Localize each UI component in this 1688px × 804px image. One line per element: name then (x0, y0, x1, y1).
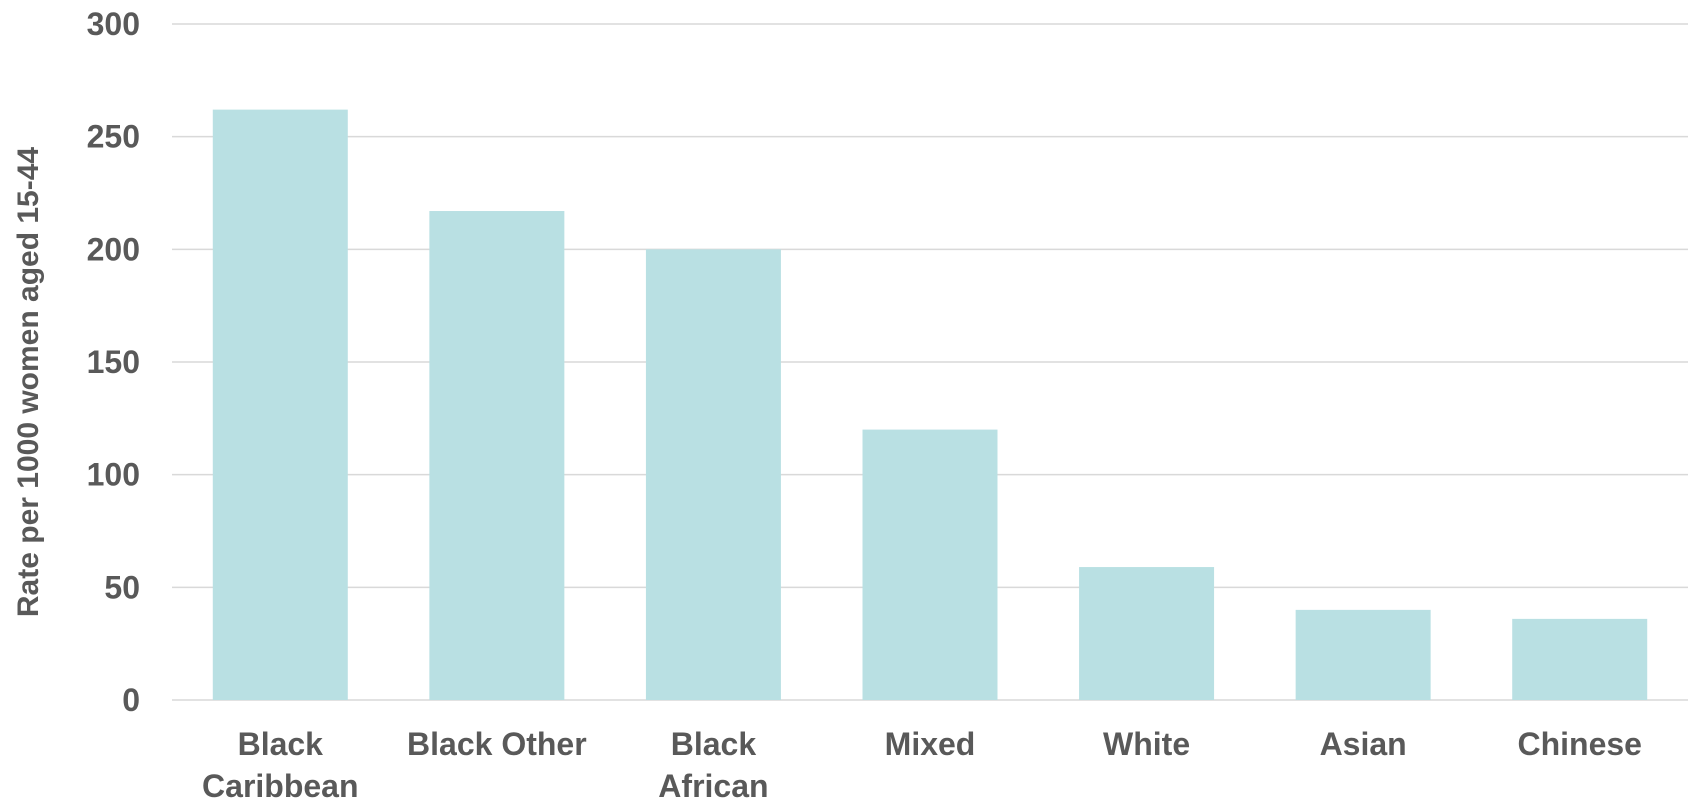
y-tick-label: 200 (87, 231, 140, 267)
bar (1295, 609, 1431, 700)
x-tick-label: Mixed (885, 726, 976, 762)
y-tick-label: 150 (87, 344, 140, 380)
bar (1079, 567, 1215, 700)
x-axis-labels: Black Caribbean Black Other Black African Mix… (202, 726, 1642, 804)
x-tick-label: Black Other (407, 726, 587, 762)
x-tick-label: Black Caribbean (202, 726, 358, 804)
y-axis-ticks: 0 50 100 150 200 250 300 (87, 6, 140, 718)
bar (429, 211, 565, 700)
y-tick-label: 100 (87, 457, 140, 493)
x-tick-label: Asian (1320, 726, 1407, 762)
bar (645, 249, 781, 701)
bars (212, 109, 1648, 701)
y-tick-label: 0 (122, 682, 140, 718)
y-tick-label: 250 (87, 119, 140, 155)
x-tick-label: Chinese (1517, 726, 1641, 762)
bar (1512, 618, 1648, 700)
x-tick-label: Black African (658, 726, 768, 804)
y-axis-title: Rate per 1000 women aged 15-44 (12, 147, 45, 618)
y-tick-label: 50 (104, 569, 140, 605)
bar (862, 429, 998, 700)
y-tick-label: 300 (87, 6, 140, 42)
bar (212, 109, 348, 701)
x-tick-label: White (1103, 726, 1190, 762)
